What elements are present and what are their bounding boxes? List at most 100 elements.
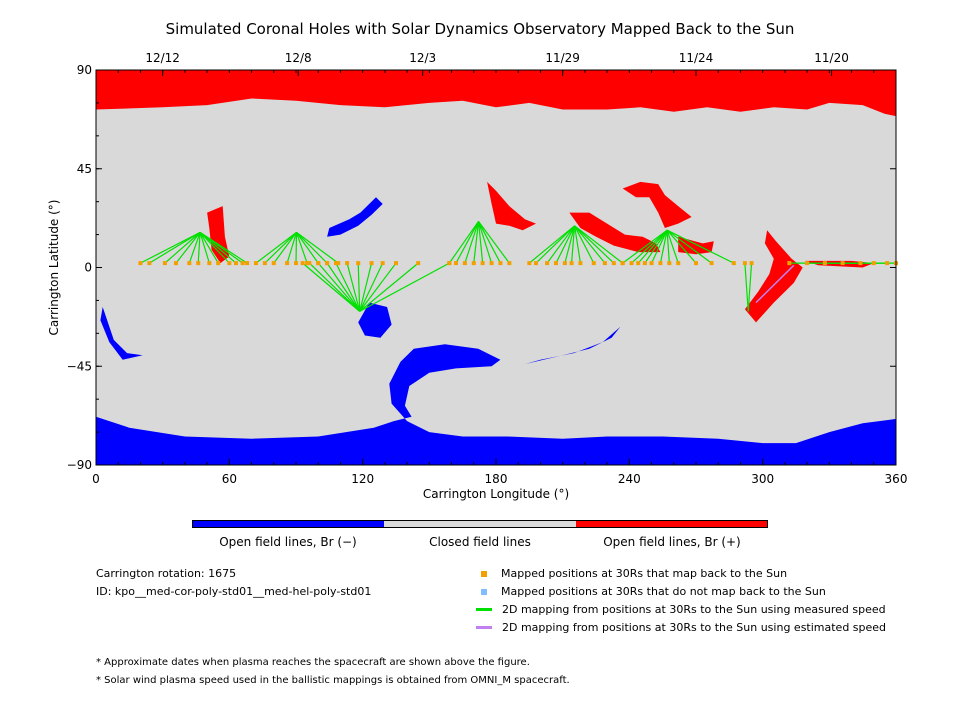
mapped-position-4-1 (534, 261, 538, 266)
mapped-position-0-6 (207, 261, 212, 266)
mapping-line-5-10 (666, 229, 735, 264)
date-tick-label-5: 11/20 (814, 51, 849, 65)
mapping-line-0-5 (197, 232, 201, 264)
mapping-line-4-9 (574, 225, 615, 264)
mapping-line-6-1 (747, 263, 753, 312)
mapping-line-3-6 (477, 221, 501, 264)
legend-unmapped-label: Mapped positions at 30Rs that do not map… (501, 585, 826, 598)
mapping-line-6-0 (744, 263, 749, 312)
mapped-position-0-5 (196, 261, 201, 266)
mapping-line-2-0 (302, 262, 361, 312)
mapped-position-2-2 (316, 261, 321, 266)
legend-measured-swatch (476, 608, 492, 611)
mapped-position-7-2 (822, 261, 827, 266)
mapping-line-0-6 (199, 232, 210, 264)
x-tick-label-3: 180 (485, 472, 508, 486)
legend-measured: 2D mapping from positions at 30Rs to the… (476, 603, 886, 616)
mapping-line-1-8 (296, 231, 339, 264)
legend-mapped-label: Mapped positions at 30Rs that map back t… (501, 567, 788, 580)
colorbar-open-positive (575, 521, 767, 527)
positive-coronal-hole-3 (622, 181, 692, 228)
date-tick-label-2: 12/3 (409, 51, 436, 65)
model-id: ID: kpo__med-cor-poly-std01__med-hel-pol… (96, 585, 372, 598)
mapping-line-5-0 (622, 229, 668, 264)
mapping-line-2-11 (359, 262, 450, 312)
legend-estimated-label: 2D mapping from positions at 30Rs to the… (502, 621, 887, 634)
mapped-position-4-2 (545, 261, 550, 266)
negative-coronal-hole-1 (358, 302, 392, 338)
y-tick-label-2: 0 (84, 261, 92, 275)
mapping-line-2-10 (359, 262, 419, 312)
mapped-position-2-7 (369, 261, 374, 266)
north-polar-hole (96, 70, 896, 117)
mapped-position-0-11 (245, 261, 250, 266)
mapping-line-0-0 (140, 231, 201, 264)
mapped-position-0-4 (187, 261, 192, 266)
mapping-line-2-3 (326, 262, 361, 312)
mapping-line-2-5 (346, 262, 361, 312)
mapped-position-2-3 (325, 261, 330, 266)
mapped-position-5-9 (709, 261, 714, 266)
carrington-rotation: Carrington rotation: 1675 (96, 567, 237, 580)
mapping-line-2-8 (359, 262, 384, 312)
mapping-line-5-8 (666, 229, 697, 264)
mapping-line-0-8 (199, 231, 230, 264)
mapping-line-4-10 (574, 225, 624, 264)
mapped-position-6-0 (742, 261, 747, 266)
negative-coronal-hole-2 (100, 307, 143, 360)
mapped-position-1-8 (336, 261, 341, 266)
mapped-position-2-8 (380, 261, 385, 266)
date-tick-label-3: 11/29 (545, 51, 580, 65)
estimated-mapping-line (755, 264, 795, 304)
mapping-line-4-2 (546, 225, 576, 264)
mapped-position-1-4 (294, 261, 298, 266)
mapped-position-3-7 (507, 261, 512, 266)
mapped-position-0-1 (147, 261, 152, 266)
mapped-position-4-3 (554, 261, 558, 266)
mapping-line-5-6 (666, 230, 670, 264)
mapped-position-2-9 (394, 261, 398, 266)
mapping-line-3-2 (464, 221, 480, 264)
mapped-position-4-6 (578, 261, 583, 266)
mapped-position-5-5 (658, 261, 663, 266)
date-tick-label-4: 11/24 (679, 51, 714, 65)
mapped-position-5-3 (642, 261, 647, 266)
legend-unmapped-swatch (481, 588, 487, 595)
mapping-line-1-1 (264, 231, 297, 264)
south-polar-hole (96, 344, 896, 465)
mapping-line-0-3 (175, 232, 201, 264)
mapped-position-5-6 (667, 261, 672, 266)
mapping-line-0-2 (164, 231, 201, 264)
mapped-position-7-0 (787, 261, 792, 266)
mapping-line-4-5 (570, 225, 576, 264)
mapping-line-0-4 (188, 232, 201, 264)
mapping-line-5-9 (666, 229, 712, 264)
mapping-line-4-0 (528, 225, 575, 264)
mapped-position-7-3 (840, 261, 845, 266)
x-axis-label: Carrington Longitude (°) (423, 487, 569, 501)
mapping-line-3-3 (473, 221, 480, 264)
positive-coronal-hole-4 (678, 236, 714, 255)
mapped-position-5-10 (731, 261, 736, 266)
colorbar-closed (384, 521, 576, 527)
mapped-position-2-1 (307, 261, 312, 266)
mapped-position-2-5 (345, 261, 350, 266)
mapped-position-5-0 (620, 261, 625, 266)
note-dates: * Approximate dates when plasma reaches … (96, 657, 530, 668)
legend-mapped-swatch (481, 570, 487, 577)
mapped-position-3-0 (447, 261, 452, 266)
mapped-position-7-6 (885, 261, 890, 266)
mapping-line-1-6 (296, 232, 319, 264)
mapped-position-0-8 (227, 261, 232, 266)
y-axis-label: Carrington Latitude (°) (47, 200, 61, 336)
mapped-position-2-4 (334, 261, 338, 266)
legend-measured-label: 2D mapping from positions at 30Rs to the… (502, 603, 886, 616)
x-tick-label-2: 120 (351, 472, 374, 486)
date-tick-label-0: 12/12 (145, 51, 180, 65)
mapped-position-5-4 (649, 261, 654, 266)
mapped-position-6-1 (749, 261, 754, 266)
mapped-position-4-0 (527, 261, 532, 266)
mapped-position-0-3 (174, 261, 178, 266)
mapping-line-1-5 (295, 232, 308, 264)
positive-coronal-hole-2 (569, 212, 661, 253)
